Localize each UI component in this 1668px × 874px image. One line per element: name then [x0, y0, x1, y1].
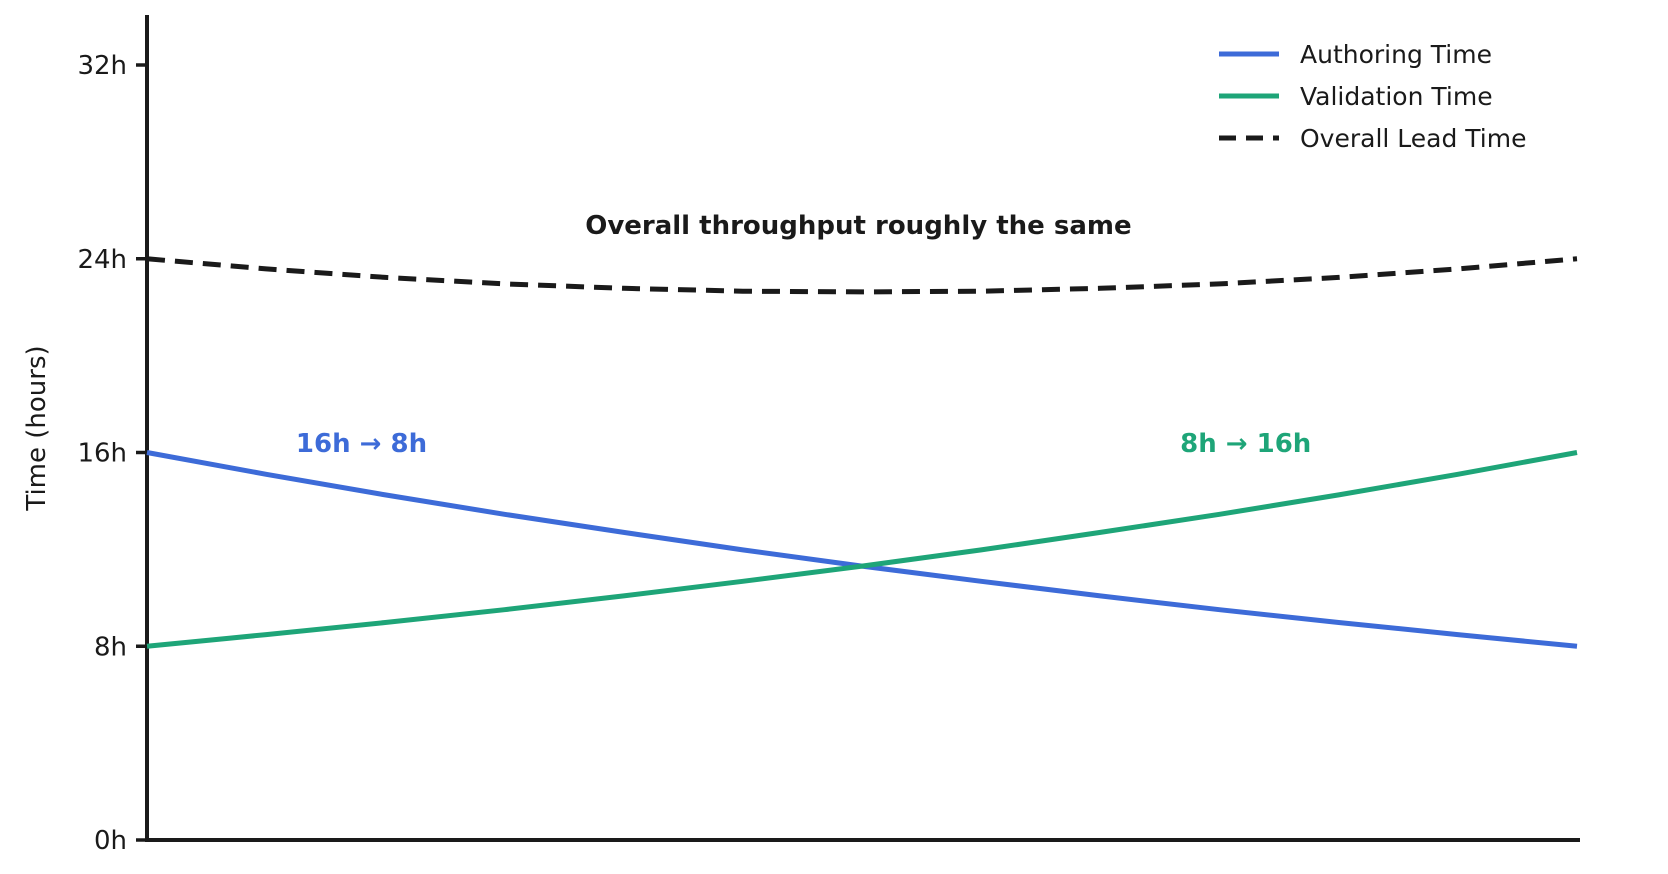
- validation-time-line: [146, 450, 1578, 649]
- overall-lead-time-line: [146, 256, 1578, 295]
- annotation-validation-change: 8h → 16h: [1180, 429, 1311, 459]
- legend: Authoring Time Validation Time Overall L…: [1218, 38, 1526, 154]
- legend-item-authoring-time: Authoring Time: [1218, 38, 1526, 70]
- y-axis-label: Time (hours): [22, 345, 52, 511]
- authoring-time-line: [146, 450, 1578, 649]
- annotation-authoring-change: 16h → 8h: [296, 429, 427, 459]
- authoring-line-swatch-icon: [1219, 51, 1279, 57]
- y-axis-ticks: 0h 8h 16h 24h 32h: [77, 51, 147, 856]
- y-tick-label: 8h: [94, 632, 127, 662]
- y-tick-label: 0h: [94, 826, 127, 856]
- axes-spines: [145, 15, 1580, 842]
- legend-label-authoring-time: Authoring Time: [1300, 39, 1492, 69]
- annotation-overall-throughput: Overall throughput roughly the same: [585, 211, 1131, 241]
- legend-label-overall-lead-time: Overall Lead Time: [1300, 123, 1527, 153]
- y-tick-label: 16h: [77, 439, 127, 469]
- chart-annotations: Overall throughput roughly the same 16h …: [296, 211, 1311, 459]
- y-tick-label: 24h: [77, 245, 127, 275]
- validation-line-swatch-icon: [1219, 93, 1279, 99]
- legend-item-overall-lead-time: Overall Lead Time: [1218, 122, 1526, 154]
- y-tick-label: 32h: [77, 51, 127, 81]
- overall-lead-dashed-swatch-icon: [1219, 135, 1279, 141]
- legend-item-validation-time: Validation Time: [1218, 80, 1526, 112]
- legend-label-validation-time: Validation Time: [1300, 81, 1493, 111]
- series-lines: [146, 256, 1578, 649]
